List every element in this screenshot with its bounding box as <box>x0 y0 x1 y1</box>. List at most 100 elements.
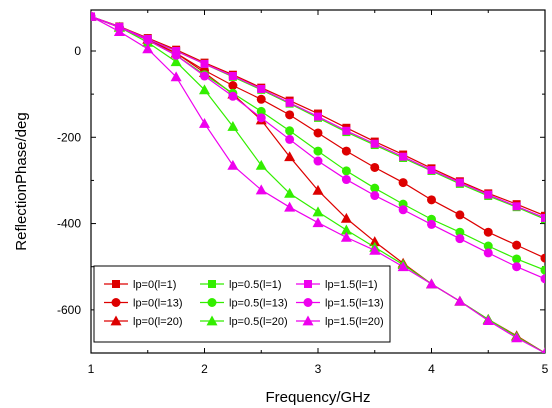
data-point <box>369 244 381 255</box>
data-point <box>284 201 296 212</box>
data-point <box>256 113 266 123</box>
data-point <box>285 98 294 107</box>
data-point <box>427 166 436 175</box>
data-point <box>399 152 408 161</box>
legend-marker <box>303 298 313 307</box>
data-point <box>200 71 209 81</box>
data-point <box>512 262 522 272</box>
data-point <box>313 156 323 166</box>
data-point <box>482 315 494 326</box>
data-point <box>312 184 324 195</box>
legend-label: lp=1.5(l=1) <box>325 279 378 291</box>
x-tick-label: 5 <box>542 362 549 376</box>
data-point <box>313 146 323 156</box>
data-point <box>540 265 545 275</box>
data-point <box>397 261 409 272</box>
data-point <box>313 128 323 138</box>
data-point <box>454 295 466 306</box>
data-point <box>427 219 436 229</box>
legend-label: lp=0(l=20) <box>133 316 183 328</box>
legend-label: lp=0(l=13) <box>133 298 183 310</box>
legend-marker <box>302 315 314 326</box>
data-point <box>91 10 97 21</box>
data-point <box>200 59 209 68</box>
data-point <box>228 91 238 101</box>
data-point <box>228 72 237 81</box>
legend-marker <box>206 315 218 326</box>
series-lp=1.5(l=13) <box>91 11 545 284</box>
data-point <box>257 84 266 93</box>
data-point <box>199 117 210 128</box>
data-point <box>512 240 522 250</box>
data-point <box>483 227 493 237</box>
data-point <box>455 234 465 244</box>
data-point <box>256 94 266 104</box>
data-point <box>455 210 465 220</box>
series-lp=1.5(l=20) <box>91 10 545 353</box>
data-point <box>512 202 521 211</box>
x-tick-label: 3 <box>315 362 322 376</box>
y-tick-label: -400 <box>57 217 81 231</box>
data-point <box>512 254 522 264</box>
data-point <box>284 187 296 198</box>
legend-label: lp=0.5(l=20) <box>229 316 288 328</box>
legend-label: lp=0.5(l=1) <box>229 279 282 291</box>
data-point <box>170 56 182 67</box>
axis-ticks: 1 2 3 4 5 0 -200 -400 -600 <box>57 10 549 376</box>
data-point <box>199 84 210 95</box>
legend-label: lp=0(l=1) <box>133 279 176 291</box>
legend-marker <box>207 298 217 307</box>
data-point <box>227 159 239 170</box>
data-point <box>541 347 545 353</box>
data-point <box>142 43 154 54</box>
data-point <box>340 212 352 223</box>
data-point <box>284 151 296 162</box>
data-point <box>370 162 380 172</box>
data-point <box>143 35 153 45</box>
data-point <box>455 178 464 187</box>
legend-label: lp=0.5(l=13) <box>229 298 288 310</box>
y-axis-title: ReflectionPhase/deg <box>13 112 30 250</box>
legend-label: lp=1.5(l=20) <box>325 316 384 328</box>
y-tick-label: 0 <box>74 44 81 58</box>
series-lp=0.5(l=13) <box>91 11 545 275</box>
data-point <box>427 195 436 205</box>
data-point <box>398 205 408 215</box>
data-point <box>227 120 239 131</box>
data-point <box>483 241 493 251</box>
x-tick-label: 4 <box>428 362 435 376</box>
series-line <box>91 15 545 271</box>
data-point <box>541 213 545 222</box>
data-point <box>540 253 545 263</box>
data-point <box>341 146 351 156</box>
data-point <box>540 274 545 284</box>
series-layer <box>91 10 545 353</box>
legend-marker <box>304 280 312 288</box>
data-point <box>314 112 322 121</box>
data-point <box>341 166 351 176</box>
data-point <box>369 236 381 247</box>
data-point <box>426 278 437 289</box>
data-point <box>342 126 351 135</box>
data-point <box>256 106 266 116</box>
data-point <box>113 26 125 36</box>
legend-marker <box>111 298 121 307</box>
data-point <box>341 175 351 185</box>
x-axis-title: Frequency/GHz <box>265 389 370 406</box>
data-point <box>170 71 182 82</box>
data-point <box>312 217 324 228</box>
data-point <box>370 139 379 148</box>
data-point <box>370 191 380 201</box>
legend: lp=0(l=1) lp=0(l=13) lp=0(l=20) lp=0.5(l=1)… <box>93 265 391 343</box>
legend-marker <box>110 315 122 326</box>
y-tick-label: -600 <box>57 303 81 317</box>
x-tick-label: 1 <box>88 362 95 376</box>
data-point <box>285 134 295 144</box>
data-point <box>511 332 523 343</box>
data-point <box>255 184 267 195</box>
data-point <box>228 81 238 91</box>
data-point <box>370 183 380 193</box>
legend-label: lp=1.5(l=13) <box>325 298 384 310</box>
data-point <box>285 126 295 136</box>
